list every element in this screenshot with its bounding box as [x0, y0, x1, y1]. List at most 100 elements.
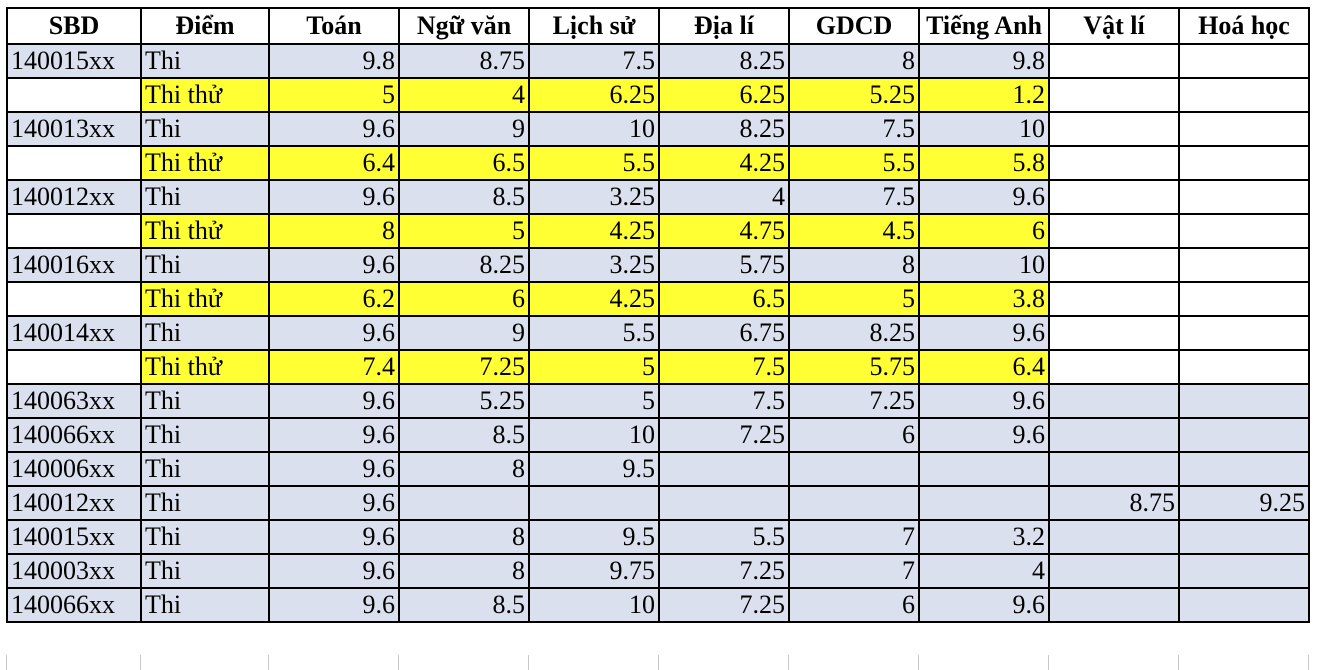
- cell-sbd[interactable]: 140003xx: [6, 553, 142, 589]
- cell-dia-li[interactable]: 6.75: [658, 315, 790, 351]
- cell-diem[interactable]: Thi: [140, 485, 270, 521]
- cell-hoa-hoc[interactable]: [1178, 247, 1310, 283]
- cell-toan[interactable]: 9.6: [268, 179, 400, 215]
- cell-toan[interactable]: 6.2: [268, 281, 400, 317]
- cell-diem[interactable]: Thi: [140, 417, 270, 453]
- cell-lich-su[interactable]: 5: [528, 349, 660, 385]
- cell-dia-li[interactable]: 5.5: [658, 519, 790, 555]
- cell-diem[interactable]: Thi: [140, 519, 270, 555]
- cell-sbd[interactable]: [6, 77, 142, 113]
- cell-lich-su[interactable]: 4.25: [528, 281, 660, 317]
- cell-lich-su[interactable]: [528, 485, 660, 521]
- cell-tieng-anh[interactable]: 10: [918, 111, 1050, 147]
- cell-toan[interactable]: 9.6: [268, 247, 400, 283]
- cell-ngu-van[interactable]: 7.25: [398, 349, 530, 385]
- cell-lich-su[interactable]: 5.5: [528, 145, 660, 181]
- cell-hoa-hoc[interactable]: [1178, 383, 1310, 419]
- cell-tieng-anh[interactable]: 9.6: [918, 417, 1050, 453]
- cell-diem[interactable]: Thi thử: [140, 213, 270, 249]
- cell-sbd[interactable]: [6, 213, 142, 249]
- cell-tieng-anh[interactable]: 1.2: [918, 77, 1050, 113]
- cell-ngu-van[interactable]: 5.25: [398, 383, 530, 419]
- cell-gdcd[interactable]: 8: [788, 247, 920, 283]
- cell-ngu-van[interactable]: 8: [398, 519, 530, 555]
- cell-hoa-hoc[interactable]: [1178, 519, 1310, 555]
- cell-dia-li[interactable]: 7.5: [658, 383, 790, 419]
- column-header-diem[interactable]: Điểm: [140, 7, 270, 45]
- cell-dia-li[interactable]: 7.25: [658, 587, 790, 623]
- cell-tieng-anh[interactable]: 3.8: [918, 281, 1050, 317]
- cell-toan[interactable]: 7.4: [268, 349, 400, 385]
- cell-ngu-van[interactable]: 9: [398, 315, 530, 351]
- cell-vat-li[interactable]: [1048, 383, 1180, 419]
- cell-ngu-van[interactable]: 9: [398, 111, 530, 147]
- cell-hoa-hoc[interactable]: [1178, 145, 1310, 181]
- cell-sbd[interactable]: 140066xx: [6, 417, 142, 453]
- cell-vat-li[interactable]: [1048, 213, 1180, 249]
- cell-hoa-hoc[interactable]: [1178, 553, 1310, 589]
- cell-vat-li[interactable]: [1048, 77, 1180, 113]
- cell-toan[interactable]: 9.6: [268, 111, 400, 147]
- cell-diem[interactable]: Thi: [140, 315, 270, 351]
- cell-vat-li[interactable]: [1048, 553, 1180, 589]
- cell-lich-su[interactable]: 5.5: [528, 315, 660, 351]
- cell-vat-li[interactable]: [1048, 43, 1180, 79]
- cell-sbd[interactable]: 140015xx: [6, 43, 142, 79]
- cell-diem[interactable]: Thi thử: [140, 77, 270, 113]
- cell-tieng-anh[interactable]: 9.6: [918, 179, 1050, 215]
- cell-lich-su[interactable]: 9.5: [528, 451, 660, 487]
- cell-toan[interactable]: 9.6: [268, 315, 400, 351]
- cell-gdcd[interactable]: [788, 485, 920, 521]
- cell-lich-su[interactable]: 7.5: [528, 43, 660, 79]
- cell-toan[interactable]: 9.6: [268, 417, 400, 453]
- cell-toan[interactable]: 9.6: [268, 451, 400, 487]
- cell-tieng-anh[interactable]: 5.8: [918, 145, 1050, 181]
- cell-sbd[interactable]: 140012xx: [6, 179, 142, 215]
- cell-toan[interactable]: 9.6: [268, 553, 400, 589]
- cell-vat-li[interactable]: [1048, 145, 1180, 181]
- cell-ngu-van[interactable]: [398, 485, 530, 521]
- cell-ngu-van[interactable]: 8.75: [398, 43, 530, 79]
- cell-tieng-anh[interactable]: 9.6: [918, 383, 1050, 419]
- cell-tieng-anh[interactable]: 3.2: [918, 519, 1050, 555]
- cell-gdcd[interactable]: 5.25: [788, 77, 920, 113]
- cell-gdcd[interactable]: 8.25: [788, 315, 920, 351]
- cell-vat-li[interactable]: [1048, 179, 1180, 215]
- column-header-ngu-van[interactable]: Ngữ văn: [398, 7, 530, 45]
- cell-lich-su[interactable]: 9.75: [528, 553, 660, 589]
- column-header-vat-li[interactable]: Vật lí: [1048, 7, 1180, 45]
- cell-tieng-anh[interactable]: 6.4: [918, 349, 1050, 385]
- cell-ngu-van[interactable]: 6.5: [398, 145, 530, 181]
- cell-gdcd[interactable]: 4.5: [788, 213, 920, 249]
- cell-dia-li[interactable]: 8.25: [658, 43, 790, 79]
- cell-dia-li[interactable]: [658, 485, 790, 521]
- cell-lich-su[interactable]: 9.5: [528, 519, 660, 555]
- cell-dia-li[interactable]: 4.25: [658, 145, 790, 181]
- cell-hoa-hoc[interactable]: [1178, 281, 1310, 317]
- cell-ngu-van[interactable]: 5: [398, 213, 530, 249]
- cell-sbd[interactable]: 140015xx: [6, 519, 142, 555]
- cell-ngu-van[interactable]: 8: [398, 451, 530, 487]
- cell-vat-li[interactable]: [1048, 451, 1180, 487]
- cell-toan[interactable]: 9.6: [268, 519, 400, 555]
- cell-vat-li[interactable]: 8.75: [1048, 485, 1180, 521]
- cell-hoa-hoc[interactable]: [1178, 315, 1310, 351]
- cell-tieng-anh[interactable]: [918, 485, 1050, 521]
- cell-hoa-hoc[interactable]: [1178, 43, 1310, 79]
- cell-vat-li[interactable]: [1048, 349, 1180, 385]
- cell-hoa-hoc[interactable]: [1178, 417, 1310, 453]
- cell-sbd[interactable]: [6, 349, 142, 385]
- cell-dia-li[interactable]: 7.5: [658, 349, 790, 385]
- cell-toan[interactable]: 9.6: [268, 587, 400, 623]
- cell-dia-li[interactable]: 7.25: [658, 417, 790, 453]
- cell-diem[interactable]: Thi: [140, 451, 270, 487]
- cell-lich-su[interactable]: 3.25: [528, 179, 660, 215]
- cell-tieng-anh[interactable]: 6: [918, 213, 1050, 249]
- cell-ngu-van[interactable]: 4: [398, 77, 530, 113]
- cell-lich-su[interactable]: 6.25: [528, 77, 660, 113]
- cell-diem[interactable]: Thi: [140, 43, 270, 79]
- cell-dia-li[interactable]: 6.25: [658, 77, 790, 113]
- cell-hoa-hoc[interactable]: [1178, 451, 1310, 487]
- cell-ngu-van[interactable]: 8.5: [398, 417, 530, 453]
- cell-vat-li[interactable]: [1048, 247, 1180, 283]
